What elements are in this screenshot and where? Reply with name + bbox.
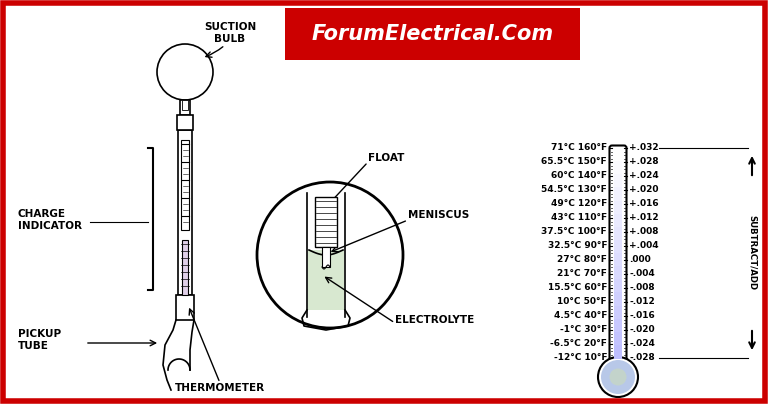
Bar xyxy=(177,115,193,130)
Text: -.012: -.012 xyxy=(629,297,655,307)
Text: ELECTROLYTE: ELECTROLYTE xyxy=(395,315,475,325)
Text: SUBTRACT/ADD: SUBTRACT/ADD xyxy=(747,215,756,290)
Text: 4.5°C 40°F: 4.5°C 40°F xyxy=(554,311,607,320)
Text: 60°C 140°F: 60°C 140°F xyxy=(551,172,607,181)
Text: +.008: +.008 xyxy=(629,227,658,236)
Text: 27°C 80°F: 27°C 80°F xyxy=(557,255,607,265)
Bar xyxy=(614,200,622,215)
Text: -1°C 30°F: -1°C 30°F xyxy=(560,326,607,335)
Text: .000: .000 xyxy=(629,255,650,265)
Bar xyxy=(182,240,188,295)
Text: -12°C 10°F: -12°C 10°F xyxy=(554,354,607,362)
Text: 15.5°C 60°F: 15.5°C 60°F xyxy=(548,284,607,292)
Circle shape xyxy=(598,357,638,397)
Text: +.028: +.028 xyxy=(629,158,659,166)
Bar xyxy=(614,227,622,241)
Bar xyxy=(614,319,622,333)
Bar xyxy=(614,332,622,346)
Text: -6.5°C 20°F: -6.5°C 20°F xyxy=(550,339,607,349)
Bar xyxy=(614,240,622,254)
Bar xyxy=(180,100,190,115)
Circle shape xyxy=(257,182,403,328)
Text: 37.5°C 100°F: 37.5°C 100°F xyxy=(541,227,607,236)
Text: -.028: -.028 xyxy=(629,354,655,362)
Text: +.024: +.024 xyxy=(629,172,659,181)
Bar xyxy=(614,214,622,228)
Text: +.004: +.004 xyxy=(629,242,659,250)
Text: 54.5°C 130°F: 54.5°C 130°F xyxy=(541,185,607,194)
Text: +.032: +.032 xyxy=(629,143,659,152)
Circle shape xyxy=(610,368,627,385)
Text: 21°C 70°F: 21°C 70°F xyxy=(557,269,607,278)
Text: ForumElectrical.Com: ForumElectrical.Com xyxy=(312,24,554,44)
Bar xyxy=(614,148,622,162)
Text: 10°C 50°F: 10°C 50°F xyxy=(558,297,607,307)
Text: -.020: -.020 xyxy=(629,326,654,335)
Text: -.008: -.008 xyxy=(629,284,654,292)
Bar xyxy=(181,140,189,230)
Bar xyxy=(322,247,330,267)
Text: 49°C 120°F: 49°C 120°F xyxy=(551,200,607,208)
Bar xyxy=(614,292,622,307)
Text: PICKUP
TUBE: PICKUP TUBE xyxy=(18,329,61,351)
Bar xyxy=(614,187,622,202)
Bar xyxy=(176,295,194,320)
Text: FLOAT: FLOAT xyxy=(368,153,405,163)
Bar xyxy=(315,197,337,247)
Text: 43°C 110°F: 43°C 110°F xyxy=(551,213,607,223)
Text: SUCTION
BULB: SUCTION BULB xyxy=(204,22,256,44)
Bar xyxy=(308,250,344,310)
Bar xyxy=(614,305,622,320)
Text: -.004: -.004 xyxy=(629,269,655,278)
Circle shape xyxy=(601,360,635,394)
Text: +.016: +.016 xyxy=(629,200,659,208)
Text: CHARGE
INDICATOR: CHARGE INDICATOR xyxy=(18,209,82,231)
Bar xyxy=(614,253,622,267)
Bar xyxy=(614,279,622,293)
Text: +.020: +.020 xyxy=(629,185,658,194)
Bar xyxy=(614,161,622,175)
Text: 32.5°C 90°F: 32.5°C 90°F xyxy=(548,242,607,250)
Bar xyxy=(614,266,622,280)
Text: 71°C 160°F: 71°C 160°F xyxy=(551,143,607,152)
Circle shape xyxy=(157,44,213,100)
Text: +.012: +.012 xyxy=(629,213,659,223)
FancyBboxPatch shape xyxy=(610,145,627,360)
Bar xyxy=(614,174,622,188)
Text: -.024: -.024 xyxy=(629,339,655,349)
Text: MENISCUS: MENISCUS xyxy=(408,210,469,220)
Text: THERMOMETER: THERMOMETER xyxy=(175,383,265,393)
Bar xyxy=(182,100,188,110)
Text: 65.5°C 150°F: 65.5°C 150°F xyxy=(541,158,607,166)
Text: -.016: -.016 xyxy=(629,311,655,320)
Bar xyxy=(285,8,580,60)
Bar xyxy=(614,345,622,359)
Bar xyxy=(178,130,192,295)
